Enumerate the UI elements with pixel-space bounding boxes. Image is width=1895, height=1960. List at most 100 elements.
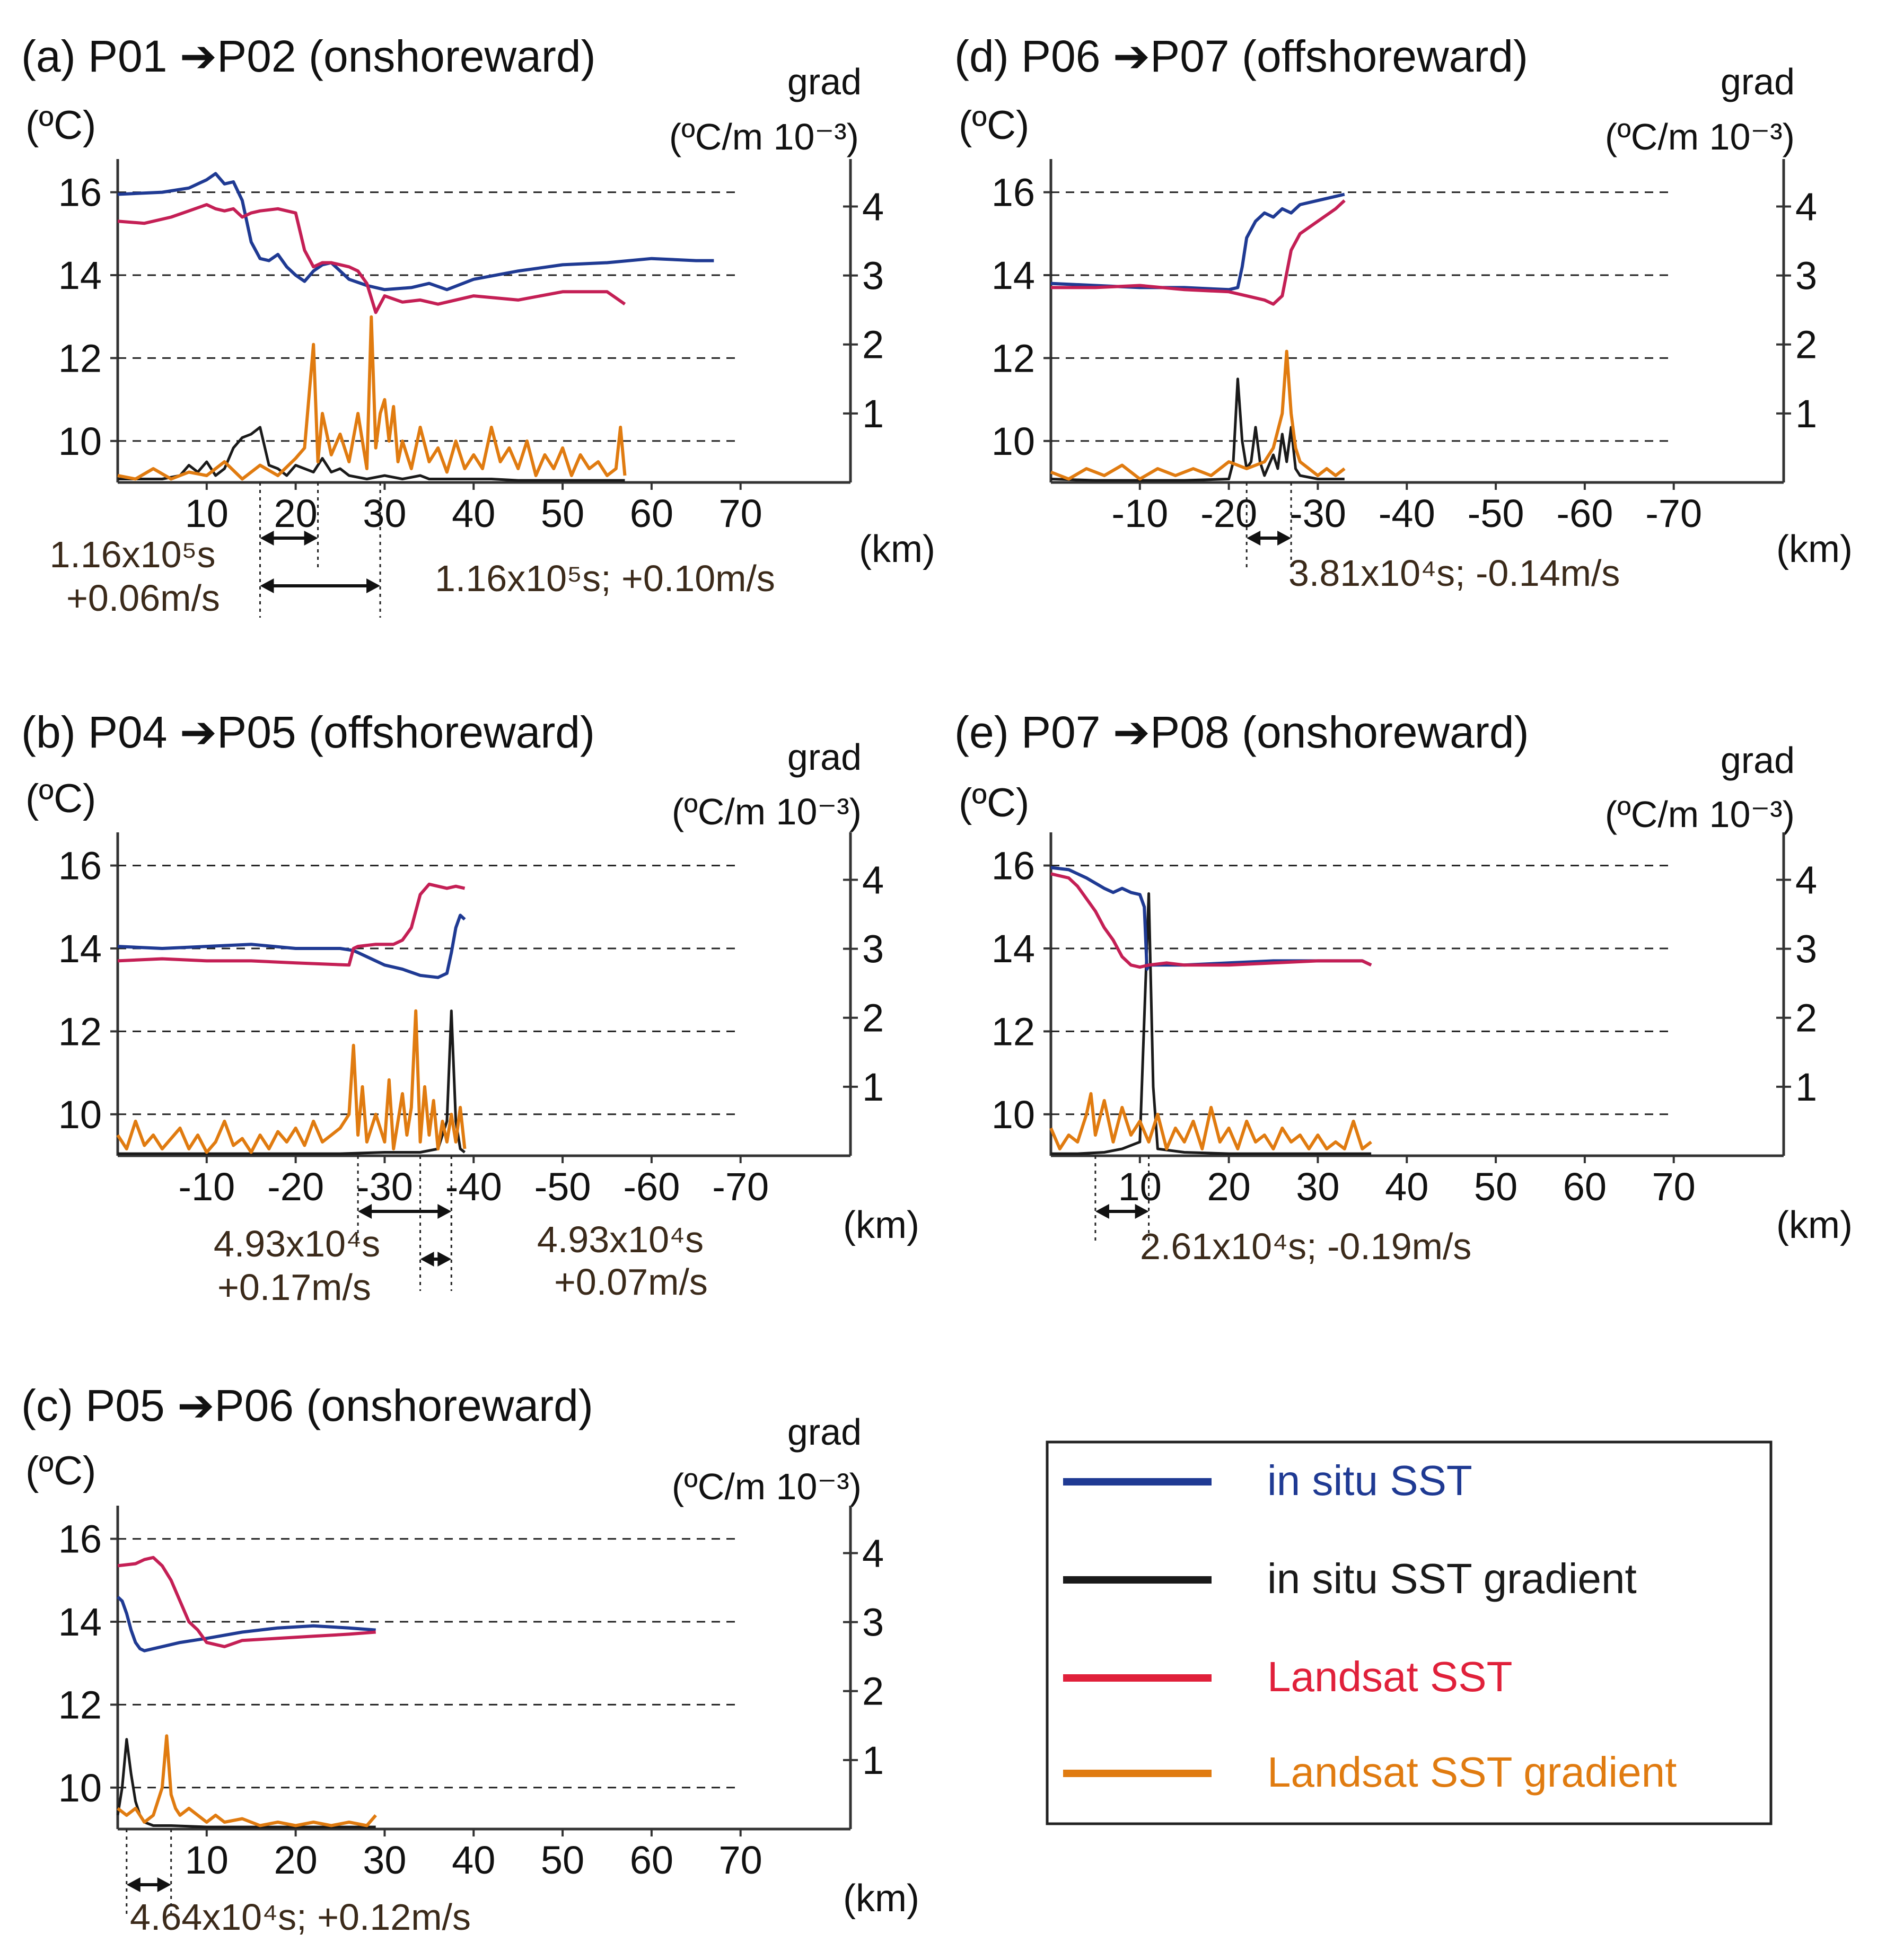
panel-d-y2label-bottom: (ºC/m 10⁻³) [1605,116,1795,157]
panel-b-xtick-label-2: -30 [356,1165,413,1209]
panel-d-xlabel: (km) [1776,528,1853,570]
panel-d-y2tick-label-3: 1 [1795,392,1817,436]
panel-e-y2tick-label-2: 2 [1795,996,1817,1040]
panel-e-ann-1: 2.61x10⁴s; -0.19m/s [1140,1226,1471,1267]
panel-b-ann-1-arrowhead-right [437,1252,452,1267]
panel-d-series-landsat-grad [1050,349,1346,481]
panel-a-xtick-label-3: 40 [452,491,495,535]
panel-d-ytick-label-1: 14 [992,253,1035,297]
panel-e-annotations: 2.61x10⁴s; -0.19m/s [1140,1226,1471,1267]
panel-c-xtick-label-2: 30 [363,1838,406,1882]
panel-a-series-insitu [117,172,714,292]
panel-c-series-landsat [117,1555,376,1648]
panel-b-ytick-label-0: 16 [58,844,102,888]
panel-b-y2label-bottom: (ºC/m 10⁻³) [672,791,862,832]
panel-a-ann-1-arrowhead-right [366,578,381,593]
panel-c-y2tick-label-3: 1 [862,1738,884,1782]
panel-b-y2tick-label-1: 3 [862,927,884,971]
panel-b-plot: 16 14 12 10 4 3 2 1 -10 -20 -30 -40 -50 -60 -70 [58,832,884,1291]
panel-c-xlabel: (km) [843,1877,919,1920]
panel-d-xtick-label-4: -50 [1468,491,1524,535]
panel-c-ytick-label-1: 14 [58,1600,102,1644]
panel-d: (d) P06 ➔P07 (offshoreward) (ºC) grad (º… [954,31,1853,594]
panel-c-y2label-top: grad [787,1411,862,1453]
panel-a-ytick-label-2: 12 [58,336,102,380]
panel-a: (a) P01 ➔P02 (onshoreward) (ºC) grad (ºC… [21,31,935,619]
panel-b-xtick-label-4: -50 [534,1165,591,1209]
panel-b-series-landsat [117,882,466,967]
panel-b-ann-2-line1: 4.93x10⁴s [537,1219,704,1260]
panel-d-xtick-label-0: -10 [1111,491,1168,535]
panel-c-xtick-label-4: 50 [541,1838,584,1882]
panel-d-series-insitu [1050,192,1345,292]
panel-e-xtick-label-0: 10 [1118,1165,1162,1209]
panel-e-ytick-label-2: 12 [992,1009,1035,1053]
panel-a-ytick-label-1: 14 [58,253,102,297]
panel-a-y2label-bottom: (ºC/m 10⁻³) [669,116,859,157]
panel-d-title: (d) P06 ➔P07 (offshoreward) [954,31,1528,81]
panel-d-y2tick-label-0: 4 [1795,184,1817,228]
panel-b-ann-0-arrowhead-left [358,1204,372,1219]
panel-a-plot: 16 14 12 10 4 3 2 1 10 20 30 40 50 60 70 [58,159,884,618]
panel-d-ann-1: 3.81x10⁴s; -0.14m/s [1288,552,1620,594]
panel-e-y2tick-label-1: 3 [1795,927,1817,971]
panel-c-title: (c) P05 ➔P06 (onshoreward) [21,1381,593,1430]
panel-c-ytick-label-3: 10 [58,1766,102,1810]
panel-c-series-insitu [116,1595,376,1653]
panel-e-y2tick-label-3: 1 [1795,1065,1817,1109]
panel-a-ytick-label-3: 10 [58,419,102,463]
panel-e-xtick-label-2: 30 [1296,1165,1339,1209]
panel-a-xtick-label-1: 20 [274,491,317,535]
panel-e-y2tick-label-0: 4 [1795,858,1817,902]
panel-e-xtick-label-3: 40 [1385,1165,1428,1209]
panel-b-xtick-label-1: -20 [267,1165,324,1209]
panel-b-ytick-label-1: 14 [58,927,102,971]
panel-e-ytick-label-1: 14 [992,927,1035,971]
panel-e-series-insitu [1050,866,1372,971]
panel-e-ytick-label-3: 10 [992,1093,1035,1137]
panel-c-y2tick-label-0: 4 [862,1531,884,1575]
panel-b-xtick-label-3: -40 [445,1165,502,1209]
panel-b-ytick-label-2: 12 [58,1009,102,1053]
panel-e-ylabel: (ºC) [959,780,1029,825]
panel-e-ann-0-arrowhead-left [1095,1204,1109,1219]
panel-c-ann-0-arrowhead-left [126,1877,141,1892]
panel-a-ann-1-line2: +0.06m/s [66,577,220,619]
panel-c-series-insitu-grad [116,1738,376,1829]
panel-e-series-insitu-grad [1051,892,1372,1155]
panel-d-ytick-label-2: 12 [992,336,1035,380]
panel-e-y2label-bottom: (ºC/m 10⁻³) [1605,794,1795,835]
panel-e-xtick-label-5: 60 [1563,1165,1607,1209]
panel-b-xlabel: (km) [843,1204,919,1246]
panel-d-xtick-label-1: -20 [1200,491,1257,535]
legend-label-insitu: in situ SST [1267,1457,1472,1504]
panel-c: (c) P05 ➔P06 (onshoreward) (ºC) grad (ºC… [21,1381,919,1938]
panel-e-y2label-top: grad [1721,740,1795,781]
panel-b-xtick-label-0: -10 [178,1165,235,1209]
panel-a-xlabel: (km) [859,528,935,570]
panel-a-y2label-top: grad [787,61,862,102]
panel-b-y2label-top: grad [787,736,862,778]
panel-e-series-landsat-grad [1049,1092,1372,1150]
panel-b: (b) P04 ➔P05 (offshoreward) (ºC) grad (º… [21,707,919,1308]
panel-e-xtick-label-4: 50 [1474,1165,1517,1209]
panel-b-y2tick-label-3: 1 [862,1065,884,1109]
panel-c-y2label-bottom: (ºC/m 10⁻³) [672,1466,862,1507]
panel-d-xtick-label-2: -30 [1289,491,1346,535]
panel-e: (e) P07 ➔P08 (onshoreward) (ºC) grad (ºC… [954,707,1853,1267]
panel-a-xtick-label-0: 10 [185,491,229,535]
panel-d-series-landsat [1051,199,1346,306]
panel-a-xtick-label-6: 70 [719,491,762,535]
panel-a-ylabel: (ºC) [25,103,96,148]
panel-d-plot: 16 14 12 10 4 3 2 1 -10 -20 -30 -40 -50 -60 -70 [992,159,1817,570]
panel-a-y2tick-label-2: 2 [862,323,884,367]
panel-d-xtick-label-6: -70 [1645,491,1702,535]
panel-a-y2tick-label-3: 1 [862,392,884,436]
panel-c-xtick-label-0: 10 [185,1838,229,1882]
panel-a-title: (a) P01 ➔P02 (onshoreward) [21,31,596,81]
panel-b-ann-1-arrowhead-left [420,1252,434,1267]
panel-d-ytick-label-3: 10 [992,419,1035,463]
panel-c-ylabel: (ºC) [25,1448,96,1493]
panel-a-ann-1-arrowhead-left [260,578,274,593]
